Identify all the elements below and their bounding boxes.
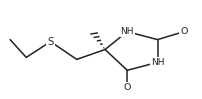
Text: NH: NH <box>121 27 134 36</box>
Text: O: O <box>180 27 187 36</box>
Text: NH: NH <box>151 58 164 67</box>
Text: S: S <box>47 37 54 47</box>
Text: O: O <box>124 83 131 92</box>
